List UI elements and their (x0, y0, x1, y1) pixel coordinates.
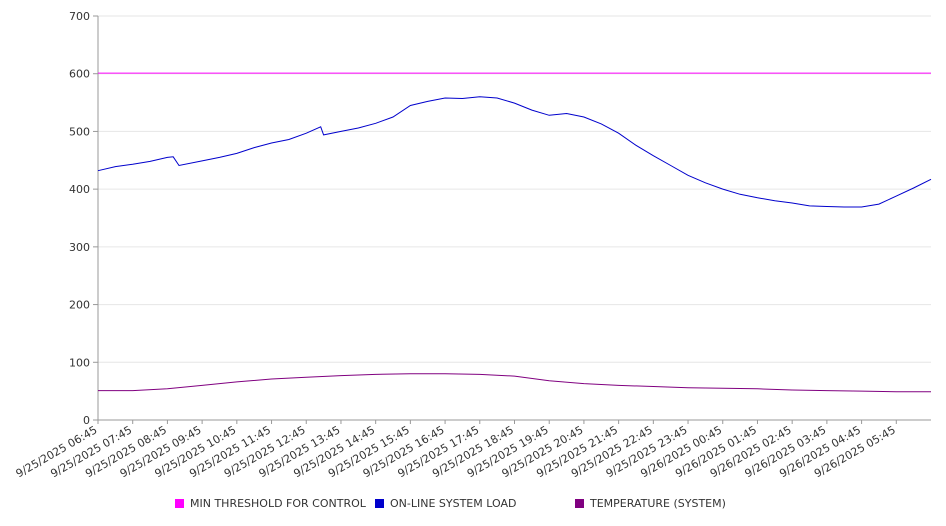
legend-swatch-min-threshold (175, 499, 184, 508)
axes (97, 16, 931, 421)
y-tick-label: 0 (83, 414, 90, 427)
legend-label-temperature: TEMPERATURE (SYSTEM) (590, 497, 726, 510)
y-tick-label: 300 (69, 241, 90, 254)
legend-item-min-threshold[interactable]: MIN THRESHOLD FOR CONTROL (175, 497, 366, 510)
series-line-2 (98, 373, 931, 393)
legend-item-temperature[interactable]: TEMPERATURE (SYSTEM) (575, 497, 726, 510)
legend: MIN THRESHOLD FOR CONTROL ON-LINE SYSTEM… (0, 497, 946, 517)
grid-lines (98, 15, 931, 363)
series-line-1 (97, 96, 932, 208)
legend-item-system-load[interactable]: ON-LINE SYSTEM LOAD (375, 497, 516, 510)
legend-label-min-threshold: MIN THRESHOLD FOR CONTROL (190, 497, 366, 510)
y-tick-label: 500 (69, 125, 90, 138)
y-axis-ticks: 0 100 200 300 400 500 600 700 (69, 10, 98, 427)
y-tick-label: 700 (69, 10, 90, 23)
y-tick-label: 200 (69, 299, 90, 312)
y-tick-label: 100 (69, 356, 90, 369)
legend-swatch-temperature (575, 499, 584, 508)
legend-swatch-system-load (375, 499, 384, 508)
y-tick-label: 600 (69, 68, 90, 81)
series-lines (97, 72, 932, 393)
x-axis-ticks: 9/25/2025 06:459/25/2025 07:459/25/2025 … (14, 420, 898, 480)
y-tick-label: 400 (69, 183, 90, 196)
legend-label-system-load: ON-LINE SYSTEM LOAD (390, 497, 517, 510)
